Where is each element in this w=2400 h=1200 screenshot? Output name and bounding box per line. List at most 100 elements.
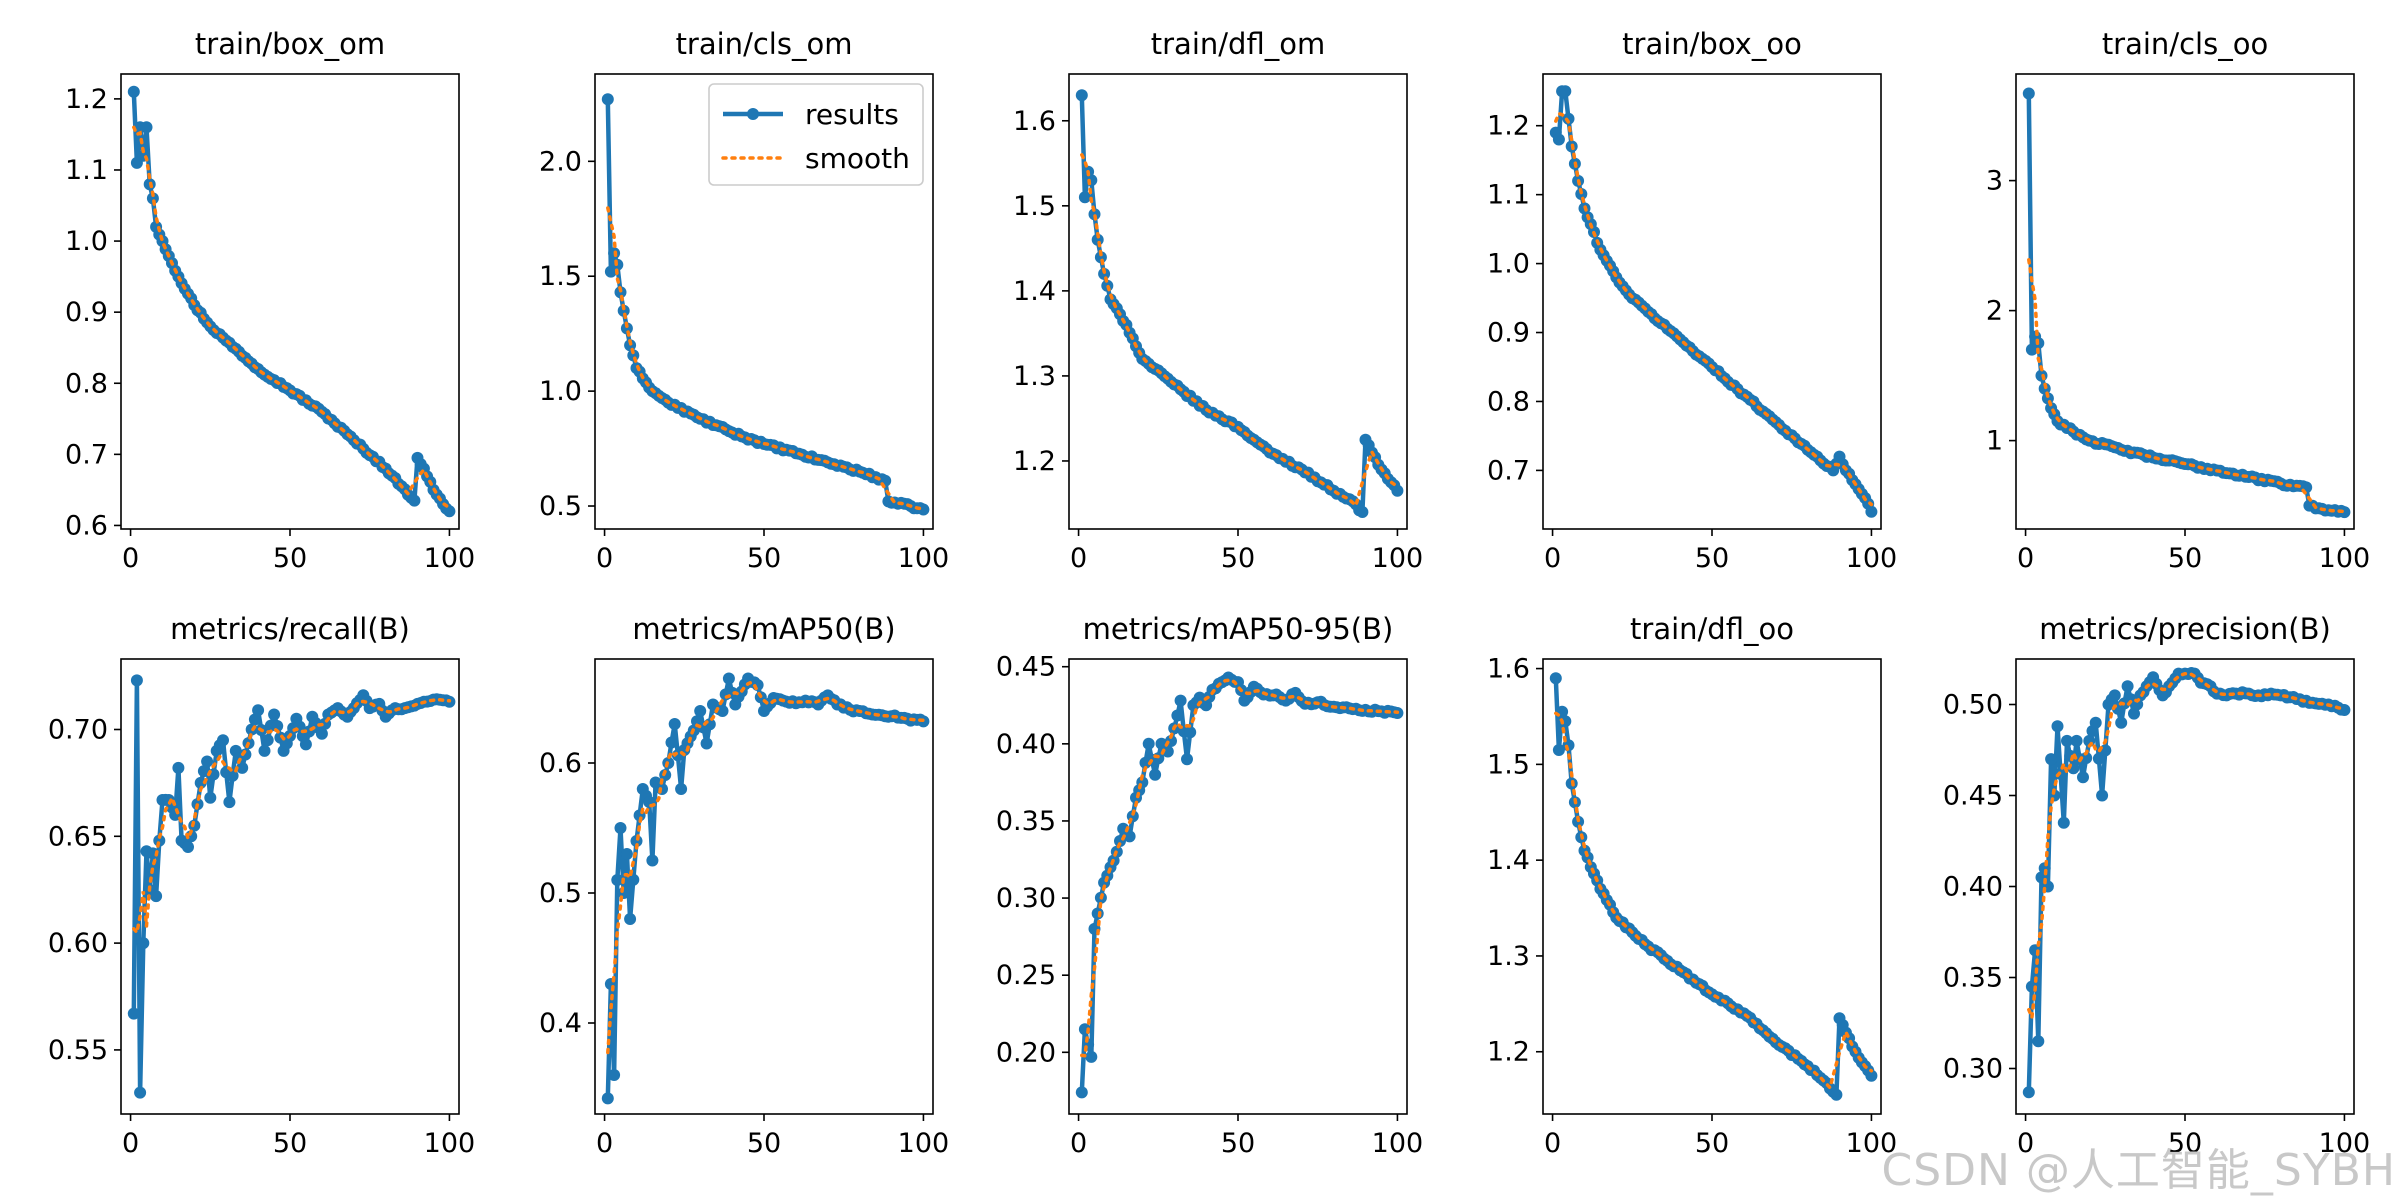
- results-point: [1559, 85, 1572, 98]
- plot-area: [127, 674, 456, 1099]
- results-point: [1075, 1086, 1088, 1099]
- results-point: [1094, 251, 1107, 264]
- chart-title: metrics/precision(B): [2039, 612, 2331, 646]
- x-tick-label: 50: [273, 1128, 307, 1159]
- results-point: [2121, 680, 2134, 693]
- chart-train-dfl-om: train/dfl_om 0 50 100 1.2 1.3 1.4 1.5 1.6: [1013, 27, 1423, 574]
- plot-frame: [120, 73, 460, 530]
- results-point: [137, 937, 150, 950]
- y-tick-label: 0.8: [65, 368, 108, 399]
- chart-title: train/dfl_oo: [1630, 612, 1794, 646]
- results-point: [1085, 174, 1098, 187]
- smooth-line: [132, 698, 452, 937]
- y-tick-label: 1.1: [1487, 180, 1530, 211]
- results-point: [1091, 907, 1104, 920]
- y-tick-label: 0.35: [1943, 963, 2003, 994]
- chart-title: train/box_om: [195, 27, 385, 61]
- y-tick-label: 1.0: [539, 376, 582, 407]
- results-point: [675, 783, 688, 795]
- x-tick-label: 0: [596, 543, 613, 574]
- y-tick-label: 1.5: [1487, 749, 1530, 780]
- x-tick-label: 100: [2319, 543, 2371, 574]
- results-point: [668, 718, 681, 730]
- results-line: [2026, 93, 2346, 515]
- results-point: [2128, 707, 2140, 720]
- results-point: [204, 791, 217, 804]
- chart-metrics-map50-95-b: metrics/mAP50-95(B) 0 50 100 0.20 0.25 0.30 0.3…: [996, 612, 1423, 1159]
- smooth-line: [606, 206, 926, 511]
- results-point: [2070, 734, 2083, 747]
- results-point: [722, 672, 735, 685]
- x-tick-label: 100: [898, 1128, 950, 1159]
- x-tick-label: 0: [122, 1128, 139, 1159]
- y-tick-label: 0.45: [996, 652, 1056, 683]
- y-tick-label: 1.3: [1487, 941, 1530, 972]
- results-point: [2338, 704, 2351, 716]
- results-point: [1075, 89, 1088, 102]
- y-tick-label: 0.45: [1943, 781, 2003, 812]
- x-tick-label: 50: [2168, 1128, 2202, 1159]
- results-point: [127, 85, 140, 98]
- x-tick-label: 100: [1846, 1128, 1898, 1159]
- plot-area: [127, 85, 456, 518]
- plot-frame: [1068, 73, 1408, 530]
- results-point: [217, 734, 229, 747]
- legend-results-label: results: [805, 98, 899, 131]
- x-tick-label: 100: [424, 543, 476, 574]
- y-tick-label: 0.7: [1487, 455, 1530, 486]
- plot-frame: [1542, 658, 1882, 1115]
- results-point: [299, 738, 312, 751]
- results-point: [1356, 506, 1369, 518]
- results-point: [614, 822, 627, 834]
- chart-title: train/cls_oo: [2102, 27, 2268, 61]
- results-point: [694, 705, 707, 717]
- y-tick-label: 2.0: [539, 146, 582, 177]
- y-tick-label: 0.7: [65, 439, 108, 470]
- results-point: [1549, 672, 1562, 685]
- chart-metrics-recall-b: metrics/recall(B) 0 50 100 0.55 0.60 0.65 0.70: [48, 612, 475, 1159]
- y-tick-label: 0.20: [996, 1037, 1056, 1068]
- results-point: [194, 776, 207, 789]
- results-point: [2092, 752, 2105, 765]
- results-point: [2077, 771, 2089, 784]
- x-tick-label: 0: [122, 543, 139, 574]
- results-point: [258, 744, 271, 757]
- plot-frame: [1068, 658, 1408, 1115]
- plot-area: [1549, 672, 1878, 1101]
- plot-area: [1075, 671, 1404, 1099]
- x-tick-label: 50: [747, 543, 781, 574]
- results-point: [620, 848, 633, 860]
- results-point: [608, 1069, 621, 1081]
- results-point: [2096, 789, 2109, 802]
- results-point: [2057, 816, 2070, 829]
- y-tick-label: 0.9: [65, 297, 108, 328]
- results-point: [1123, 830, 1136, 843]
- y-tick-label: 0.50: [1943, 690, 2003, 721]
- x-tick-label: 0: [1070, 1128, 1087, 1159]
- plot-area: [601, 93, 930, 516]
- results-point: [140, 121, 153, 134]
- y-tick-label: 0.40: [1943, 872, 2003, 903]
- results-point: [248, 713, 261, 726]
- results-point: [917, 503, 930, 516]
- y-tick-label: 1.0: [1487, 249, 1530, 280]
- results-point: [1078, 191, 1091, 204]
- chart-title: train/box_oo: [1622, 27, 1802, 61]
- results-point: [611, 874, 624, 886]
- y-tick-label: 0.5: [539, 491, 582, 522]
- x-tick-label: 0: [1544, 543, 1561, 574]
- x-tick-label: 50: [747, 1128, 781, 1159]
- results-point: [1085, 1050, 1098, 1063]
- x-tick-label: 100: [898, 543, 950, 574]
- results-line: [131, 91, 451, 513]
- legend-smooth-label: smooth: [805, 142, 910, 175]
- results-point: [2045, 753, 2058, 766]
- chart-title: metrics/recall(B): [170, 612, 410, 646]
- y-tick-label: 1.1: [65, 155, 108, 186]
- plot-area: [2022, 87, 2351, 519]
- y-tick-label: 0.6: [539, 748, 582, 779]
- x-tick-label: 0: [2017, 543, 2034, 574]
- results-point: [172, 761, 185, 774]
- plot-area: [2022, 667, 2351, 1099]
